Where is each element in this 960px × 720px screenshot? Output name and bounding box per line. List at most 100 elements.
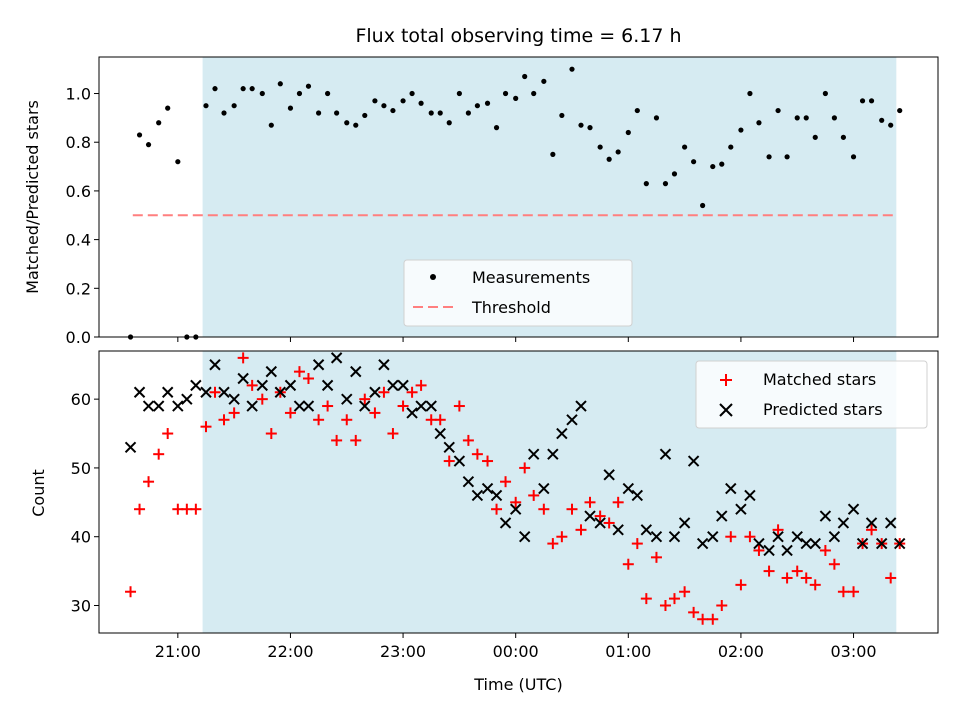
predicted-star-marker xyxy=(884,517,897,529)
predicted-star-marker xyxy=(406,407,418,419)
matched-star-marker xyxy=(256,393,268,405)
predicted-stars-markers xyxy=(124,352,906,557)
measurement-point xyxy=(794,115,800,121)
predicted-star-marker xyxy=(378,359,390,371)
matched-star-marker xyxy=(462,434,474,446)
predicted-star-marker xyxy=(575,400,587,412)
measurement-point xyxy=(400,98,406,104)
matched-star-marker xyxy=(500,476,512,488)
predicted-star-marker xyxy=(415,400,427,412)
measurement-point xyxy=(606,156,612,162)
measurement-point xyxy=(428,110,434,116)
predicted-star-marker xyxy=(781,544,793,557)
x-tick-label: 01:00 xyxy=(605,642,651,661)
y-tick-label: 50 xyxy=(71,459,91,478)
chart-title: Flux total observing time = 6.17 h xyxy=(355,25,681,47)
matched-star-marker xyxy=(659,599,671,611)
x-tick-label: 00:00 xyxy=(493,642,539,661)
matched-star-marker xyxy=(153,448,165,460)
predicted-star-marker xyxy=(462,475,475,488)
matched-star-marker xyxy=(341,414,353,426)
predicted-star-marker xyxy=(622,482,635,495)
predicted-star-marker xyxy=(631,489,644,502)
matched-star-marker xyxy=(772,524,784,536)
matched-star-marker xyxy=(510,496,522,508)
legend-matched-marker xyxy=(720,374,732,386)
measurement-point xyxy=(456,90,462,97)
measurement-point xyxy=(353,122,359,128)
measurement-point xyxy=(643,181,649,187)
measurement-point xyxy=(240,86,246,92)
predicted-star-marker xyxy=(256,379,269,392)
matched-star-marker xyxy=(200,421,212,433)
measurement-point xyxy=(381,103,387,109)
measurement-point xyxy=(587,125,593,131)
predicted-star-marker xyxy=(556,427,568,440)
matched-star-marker xyxy=(331,434,343,446)
matched-star-marker xyxy=(819,544,831,556)
bottom-axes-frame xyxy=(98,350,939,634)
y-tick-label: 0.0 xyxy=(66,328,91,347)
predicted-star-marker xyxy=(584,510,596,522)
predicted-star-marker xyxy=(612,524,624,536)
predicted-star-marker xyxy=(668,531,681,543)
matched-star-marker xyxy=(284,407,296,419)
measurement-point xyxy=(493,125,500,131)
matched-star-marker xyxy=(134,503,146,515)
matched-star-marker xyxy=(828,558,840,570)
matched-star-marker xyxy=(538,503,550,515)
matched-star-marker xyxy=(313,414,325,426)
measurement-point xyxy=(634,107,640,114)
matched-star-marker xyxy=(369,407,381,419)
measurement-point xyxy=(502,90,509,97)
measurement-point xyxy=(145,142,152,148)
measurement-point xyxy=(513,95,519,101)
y-tick-label: 0.8 xyxy=(66,133,91,152)
measurement-point xyxy=(859,98,866,104)
measurement-point xyxy=(840,134,847,140)
measurement-point xyxy=(305,83,312,89)
measurement-point xyxy=(578,122,584,128)
matched-star-marker xyxy=(688,606,700,618)
x-tick-label: 23:00 xyxy=(380,642,426,661)
measurement-point xyxy=(653,115,660,121)
legend-predicted-marker xyxy=(719,403,733,417)
top-axes-frame xyxy=(98,56,939,338)
predicted-star-marker xyxy=(828,531,841,543)
y-tick-label: 0.2 xyxy=(66,279,91,298)
predicted-star-marker xyxy=(453,455,466,467)
x-axis-label: Time (UTC) xyxy=(473,675,562,694)
top-y-ticks: 0.0 0.2 0.4 0.6 0.8 1.0 xyxy=(66,85,99,347)
predicted-star-marker xyxy=(302,400,315,412)
bottom-y-axis-label: Count xyxy=(29,469,48,517)
predicted-star-marker xyxy=(650,531,663,543)
matched-star-marker xyxy=(387,428,399,440)
measurement-point xyxy=(756,120,762,126)
predicted-star-marker xyxy=(124,441,137,453)
matched-star-marker xyxy=(265,428,277,440)
matched-star-marker xyxy=(631,538,643,550)
measurement-point xyxy=(812,134,818,140)
x-tick-label: 02:00 xyxy=(718,642,764,661)
matched-star-marker xyxy=(228,407,240,419)
predicted-star-marker xyxy=(547,448,559,460)
predicted-star-marker xyxy=(434,427,446,440)
predicted-star-marker xyxy=(209,359,221,371)
measurement-point xyxy=(296,90,303,97)
x-tick-label: 03:00 xyxy=(830,642,876,661)
measurement-point xyxy=(203,103,209,109)
matched-star-marker xyxy=(885,572,897,584)
measurement-point xyxy=(850,154,857,160)
measurement-point xyxy=(325,90,331,97)
measurement-point xyxy=(662,181,669,187)
x-tick-label: 21:00 xyxy=(155,642,201,661)
predicted-star-marker xyxy=(837,517,850,529)
predicted-star-marker xyxy=(265,365,278,378)
matched-star-marker xyxy=(603,517,615,529)
predicted-star-marker xyxy=(499,517,512,529)
matched-star-marker xyxy=(584,496,596,508)
matched-star-marker xyxy=(322,400,334,412)
matched-star-marker xyxy=(735,579,747,591)
measurement-point xyxy=(803,115,809,121)
top-legend-box xyxy=(403,259,633,327)
